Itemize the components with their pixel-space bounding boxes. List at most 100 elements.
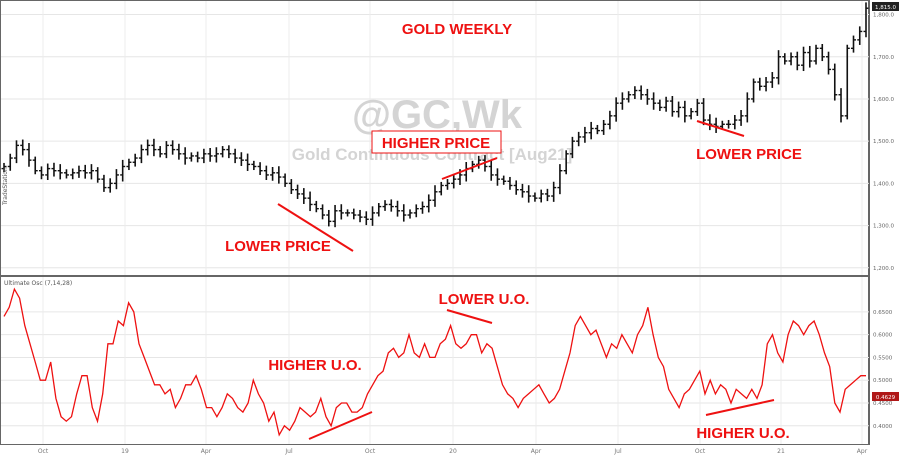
price-bar (351, 208, 357, 220)
annotation-lower-price-2: LOWER PRICE (696, 146, 802, 163)
price-bar (357, 209, 363, 223)
price-bar (32, 156, 38, 175)
price-bar (807, 45, 813, 68)
upper-y-tick-label: 1,200.0 (873, 266, 894, 272)
price-bar (613, 97, 619, 122)
price-bar (488, 160, 494, 181)
price-bars (1, 2, 869, 228)
price-bar (813, 44, 819, 65)
price-bar (107, 178, 113, 193)
price-bar (332, 204, 338, 228)
lower-panel-frame (0, 276, 869, 445)
upper-y-tick-label: 1,600.0 (873, 97, 894, 103)
higher-uo-trendline-2 (705, 399, 775, 416)
price-bar (288, 179, 294, 195)
lower-y-tick-label: 0.5000 (873, 378, 893, 384)
price-bar (401, 204, 407, 222)
price-bar (282, 173, 288, 187)
x-tick-label: Oct (365, 448, 376, 455)
price-bar (544, 188, 550, 202)
price-bar (819, 44, 825, 62)
watermark-symbol: @GC,Wk (352, 93, 523, 137)
price-bar (76, 165, 82, 178)
annotation-higher-uo-2: HIGHER U.O. (696, 425, 789, 442)
price-bar (576, 131, 582, 147)
price-bar (776, 50, 782, 85)
annotation-lower-price-1: LOWER PRICE (225, 238, 331, 255)
price-bar (38, 166, 44, 180)
price-bar (395, 200, 401, 217)
price-bar (307, 191, 313, 212)
price-bar (226, 145, 232, 159)
price-bar (444, 179, 450, 190)
x-tick-label: Oct (695, 448, 706, 455)
price-bar (313, 200, 319, 213)
upper-y-axis: 1,200.0 1,300.0 1,400.0 1,500.0 1,600.0 1,700… (873, 13, 894, 272)
price-bar (51, 162, 57, 177)
annotation-lower-uo: LOWER U.O. (439, 291, 530, 308)
price-bar (507, 176, 513, 190)
price-bar (232, 148, 238, 164)
price-bar (145, 139, 151, 156)
price-bar (201, 148, 207, 164)
lower-uo-trendline (446, 309, 493, 324)
price-bar (644, 88, 650, 105)
price-bar (844, 44, 850, 120)
price-bar (732, 114, 738, 130)
price-bar (57, 164, 63, 180)
price-bar (426, 194, 432, 213)
price-bar (1, 162, 7, 173)
upper-y-tick-label: 1,800.0 (873, 13, 894, 19)
price-bar (451, 174, 457, 189)
oscillator-line (3, 287, 866, 437)
price-bar (526, 185, 532, 203)
price-bar (420, 201, 426, 214)
price-bar (601, 119, 607, 135)
price-bar (82, 164, 88, 179)
price-bar (494, 168, 500, 186)
last-price-flag (872, 2, 899, 11)
price-bar (651, 92, 657, 110)
price-bar (163, 141, 169, 159)
price-bar (607, 110, 613, 130)
upper-y-tick-label: 1,500.0 (873, 139, 894, 145)
last-osc-label: 0.4629 (876, 395, 896, 401)
price-bar (682, 100, 688, 123)
price-bar (626, 91, 632, 103)
price-bar (563, 150, 569, 175)
x-tick-label: Apr (531, 448, 542, 455)
price-bar (857, 26, 863, 45)
price-bar (120, 159, 126, 182)
price-bar (688, 108, 694, 120)
price-bar (382, 200, 388, 211)
x-tick-label: Apr (201, 448, 212, 455)
price-bar (270, 166, 276, 181)
price-bar (801, 46, 807, 72)
annotation-higher-uo-1: HIGHER U.O. (268, 357, 361, 374)
lower-y-axis: 0.4000 0.4500 0.5000 0.5500 0.6000 0.6500 (873, 310, 893, 430)
price-bar (851, 35, 857, 53)
price-bar (657, 99, 663, 111)
price-bar (338, 204, 344, 220)
price-bar (45, 163, 51, 180)
price-bar (832, 63, 838, 101)
price-bar (13, 140, 19, 164)
price-bar (220, 146, 226, 158)
higher-price-trendline (441, 157, 498, 180)
price-bar (788, 52, 794, 66)
price-bar (176, 143, 182, 160)
lower-grid (1, 277, 869, 444)
price-bar (188, 152, 194, 162)
annotation-higher-price: HIGHER PRICE (382, 135, 490, 152)
price-bar (769, 72, 775, 88)
price-bar (370, 206, 376, 226)
price-bar (326, 209, 332, 227)
price-bar (676, 101, 682, 118)
price-bar (301, 188, 307, 204)
price-bar (538, 189, 544, 203)
price-bar (345, 209, 351, 217)
price-bar (407, 209, 413, 219)
higher-price-box (371, 130, 502, 154)
price-bar (663, 96, 669, 112)
price-bar (757, 77, 763, 91)
